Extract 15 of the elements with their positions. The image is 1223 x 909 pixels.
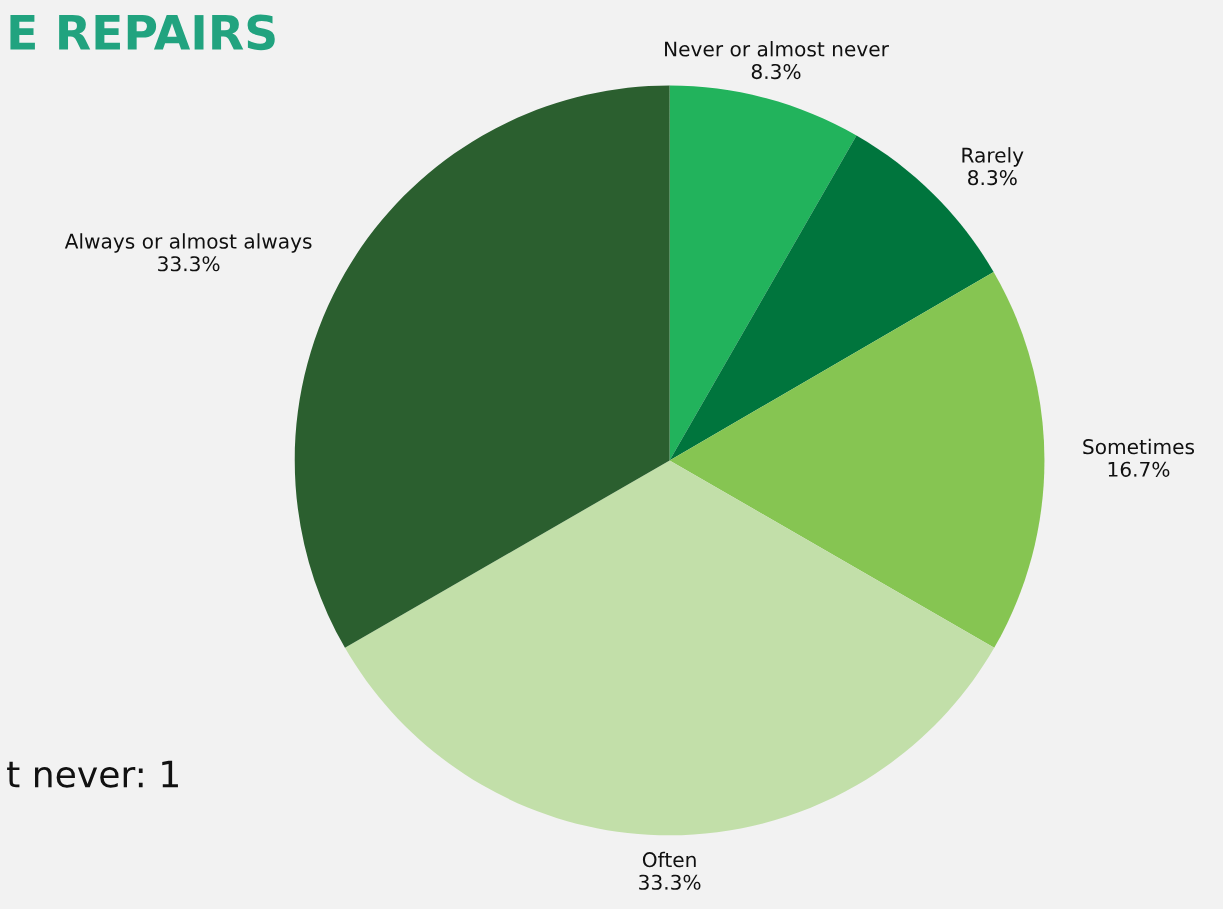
data-label: 8.3% [968, 170, 1017, 186]
pie-slice [669, 85, 857, 461]
slice-label: Always or almost always [64, 233, 312, 253]
slice-label: Sometimes [1083, 438, 1195, 455]
pie-slice [669, 271, 1045, 648]
slice-label: Never or almost never [665, 41, 889, 57]
data-label: 33.3% [639, 874, 701, 890]
slice-label: Often [642, 851, 696, 868]
data-label: 33.3% [158, 256, 220, 272]
chart-title: E REPAIRS [10, 14, 275, 51]
data-label: 8.3% [751, 63, 801, 80]
data-label: 16.7% [1108, 461, 1170, 477]
slice-label: Rarely [962, 147, 1024, 167]
text: t never: 1 [7, 760, 178, 788]
pie-slice [344, 460, 995, 836]
